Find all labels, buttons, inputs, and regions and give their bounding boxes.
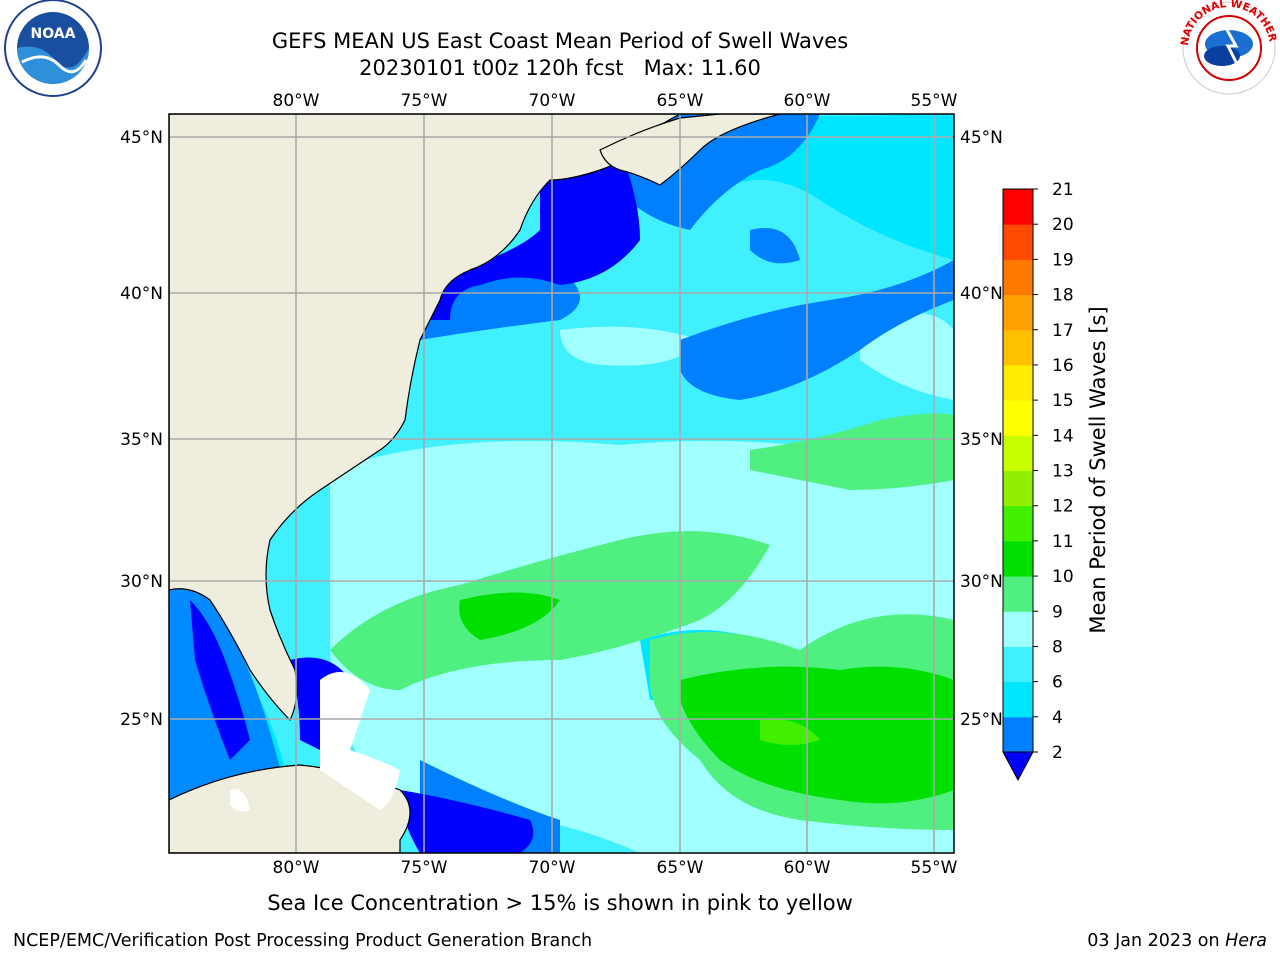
colorbar-tick-label: 8: [1052, 637, 1063, 657]
colorbar-bin: [1003, 189, 1033, 225]
lon-label-bottom: 70°W: [529, 858, 576, 878]
colorbar-bin: [1003, 294, 1033, 331]
colorbar-bin: [1003, 681, 1033, 718]
lat-label-left: 40°N: [120, 284, 163, 304]
lon-label-top: 80°W: [273, 91, 320, 111]
lat-label-left: 25°N: [120, 710, 163, 730]
colorbar-tick-label: 15: [1052, 391, 1074, 411]
colorbar-label: Mean Period of Swell Waves [s]: [1086, 306, 1110, 633]
map-title: GEFS MEAN US East Coast Mean Period of S…: [271, 29, 849, 53]
colorbar-tick-label: 2: [1052, 743, 1063, 763]
noaa-logo-text: NOAA: [31, 26, 76, 42]
lon-label-top: 75°W: [401, 91, 448, 111]
footer-credit: NCEP/EMC/Verification Post Processing Pr…: [13, 931, 593, 951]
footer-date-text: 03 Jan 2023 on: [1087, 931, 1226, 951]
colorbar-bin: [1003, 611, 1033, 647]
map-frame: [168, 113, 955, 854]
colorbar-bin: [1003, 646, 1033, 683]
sea-ice-caption: Sea Ice Concentration > 15% is shown in …: [267, 891, 853, 915]
colorbar-tick-label: 20: [1052, 215, 1074, 235]
lat-label-left: 35°N: [120, 430, 163, 450]
footer-date: 03 Jan 2023 on Hera: [1087, 931, 1267, 951]
lat-label-right: 30°N: [960, 572, 1003, 592]
colorbar-bin: [1003, 576, 1033, 612]
lat-label-right: 25°N: [960, 710, 1003, 730]
colorbar-tick-label: 19: [1052, 250, 1074, 270]
lon-label-top: 55°W: [911, 91, 958, 111]
colorbar-tick-label: 10: [1052, 567, 1074, 587]
lat-label-right: 40°N: [960, 284, 1003, 304]
lat-label-right: 35°N: [960, 430, 1003, 450]
colorbar-bin: [1003, 505, 1033, 542]
graticule: [169, 114, 954, 853]
colorbar-tick-label: 9: [1052, 602, 1063, 622]
colorbar-tick-label: 17: [1052, 321, 1074, 341]
colorbar-extend-min: [1002, 751, 1034, 782]
lon-label-bottom: 80°W: [273, 858, 320, 878]
lon-label-top: 70°W: [529, 91, 576, 111]
colorbar-tick-label: 16: [1052, 356, 1074, 376]
colorbar-bin: [1003, 435, 1033, 471]
footer-host: Hera: [1225, 931, 1267, 951]
colorbar-tick-label: 14: [1052, 426, 1074, 446]
colorbar-tick-label: 18: [1052, 286, 1074, 306]
map-subtitle: 20230101 t00z 120h fcst Max: 11.60: [359, 56, 761, 80]
colorbar-bin: [1003, 259, 1033, 296]
colorbar-bin: [1003, 364, 1033, 401]
colorbar-bin: [1003, 540, 1033, 577]
lat-label-left: 30°N: [120, 572, 163, 592]
colorbar-ticks: 2 4 6 8 9 10 11 12 13 14 15 16 17 18 19 20 21: [1033, 180, 1074, 763]
colorbar-tick-label: 11: [1052, 532, 1074, 552]
colorbar-bin: [1003, 470, 1033, 507]
lon-label-top: 60°W: [784, 91, 831, 111]
colorbar-bins: [1002, 188, 1034, 782]
swell-period-field: [169, 114, 954, 853]
lon-label-bottom: 55°W: [911, 858, 958, 878]
colorbar-bin: [1003, 400, 1033, 436]
lat-label-left: 45°N: [120, 128, 163, 148]
colorbar-bin: [1003, 224, 1033, 260]
lon-label-top: 65°W: [657, 91, 704, 111]
lon-label-bottom: 65°W: [657, 858, 704, 878]
colorbar-tick-label: 13: [1052, 462, 1074, 482]
colorbar-tick-label: 6: [1052, 673, 1063, 693]
colorbar-bin: [1003, 329, 1033, 366]
colorbar-tick-label: 4: [1052, 708, 1063, 728]
colorbar-tick-label: 12: [1052, 497, 1074, 517]
colorbar-tick-label: 21: [1052, 180, 1074, 200]
lat-label-right: 45°N: [960, 128, 1003, 148]
colorbar-bin: [1003, 716, 1033, 753]
lon-label-bottom: 75°W: [401, 858, 448, 878]
colorbar: 2 4 6 8 9 10 11 12 13 14 15 16 17 18 19 20 21 Mean Perio…: [1002, 180, 1110, 782]
noaa-logo: NOAA: [4, 0, 102, 97]
nws-logo: NATIONAL WEATHER SERVICE: [1178, 0, 1279, 95]
lon-label-bottom: 60°W: [784, 858, 831, 878]
